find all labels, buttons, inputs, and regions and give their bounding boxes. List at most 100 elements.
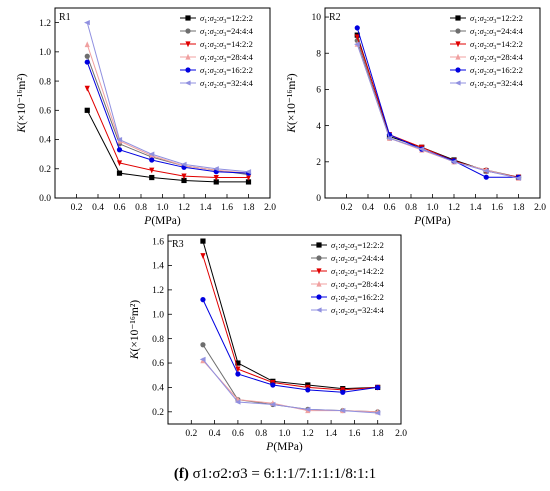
legend-marker (316, 280, 322, 287)
y-tick-label: 0.6 (152, 359, 164, 369)
y-tick-label: 10 (312, 13, 322, 23)
data-point (149, 157, 155, 163)
legend-label: σ1:σ2:σ3=14:2:2 (200, 39, 253, 51)
x-tick-label: 2.0 (264, 203, 276, 213)
legend: σ1:σ2:σ3=12:2:2σ1:σ2:σ3=24:4:4σ1:σ2:σ3=1… (450, 13, 524, 90)
legend-label: σ1:σ2:σ3=16:2:2 (331, 292, 384, 304)
data-point (354, 34, 360, 41)
y-tick-label: 1.2 (39, 19, 51, 29)
chart-panel-r1: 0.2 0.4 0.6 0.8 1.0 1.2 1.4 1.6 1.8 2.0 0.0 0.2 0.4 0… (16, 7, 276, 227)
y-tick-label: 0.0 (39, 194, 51, 204)
data-point (116, 160, 123, 167)
data-point (375, 384, 381, 391)
x-tick-label: 0.8 (255, 429, 267, 439)
series-line (202, 240, 378, 390)
data-point (304, 406, 311, 412)
legend-marker (455, 28, 461, 34)
data-point (148, 151, 155, 157)
y-tick-label: 0.8 (39, 77, 51, 87)
x-tick-label: 2.0 (395, 429, 407, 439)
legend-label: σ1:σ2:σ3=28:4:4 (470, 52, 524, 64)
legend-marker (316, 268, 322, 275)
data-point (269, 401, 276, 408)
y-tick-label: 1.0 (152, 310, 164, 320)
data-point (200, 238, 206, 244)
data-point (84, 53, 90, 59)
data-point (515, 175, 522, 181)
chart-panel-r3: 0.2 0.4 0.6 0.8 1.0 1.2 1.4 1.6 1.8 2.0 0.2 0.4 0.6 0… (129, 234, 407, 453)
series-6 (84, 20, 252, 175)
x-tick-label: 1.6 (221, 203, 233, 213)
data-point (245, 169, 252, 175)
series-3 (84, 85, 252, 181)
legend-label: σ1:σ2:σ3=16:2:2 (200, 65, 253, 77)
data-point (180, 161, 187, 167)
legend-label: σ1:σ2:σ3=12:2:2 (331, 240, 384, 252)
legend: σ1:σ2:σ3=12:2:2σ1:σ2:σ3=24:4:4σ1:σ2:σ3=1… (311, 240, 385, 317)
series-line (202, 299, 378, 393)
data-point (199, 356, 206, 362)
x-tick-label: 0.2 (71, 203, 83, 213)
series-line (86, 44, 249, 174)
caption-text: σ1:σ2:σ3 = 6:1:1/7:1:1:1/8:1:1 (192, 466, 377, 482)
series-2 (200, 342, 381, 415)
legend-marker (455, 67, 461, 73)
legend-marker (185, 15, 191, 21)
x-tick-label: 1.4 (200, 203, 212, 213)
data-point (339, 407, 346, 414)
chart-panel-r2: 0.2 0.4 0.6 0.8 1.0 1.2 1.4 1.6 1.8 2.0 0 2 4 6 8 10 P(M… (286, 7, 546, 227)
y-tick-label: 6 (316, 86, 321, 96)
panel-label: R3 (172, 239, 184, 250)
x-tick-label: 1.2 (178, 203, 190, 213)
panel-label: R2 (329, 12, 341, 23)
data-point (305, 387, 311, 393)
data-point (245, 174, 252, 181)
data-point (354, 41, 360, 47)
panel-label: R1 (59, 12, 71, 23)
y-tick-label: 0.8 (152, 335, 164, 345)
series-5 (200, 297, 381, 395)
x-tick-label: 0.6 (232, 429, 244, 439)
legend-label: σ1:σ2:σ3=12:2:2 (470, 13, 523, 25)
legend-marker (316, 242, 322, 248)
data-point (235, 360, 241, 366)
y-tick-label: 0.2 (152, 408, 164, 418)
legend-marker (316, 294, 322, 300)
x-tick-label: 1.0 (427, 203, 439, 213)
y-axis-label: K(×10⁻¹⁶m²) (16, 73, 28, 133)
y-tick-label: 0.2 (39, 165, 51, 175)
x-axis-label: P(MPa) (413, 215, 451, 227)
legend-label: σ1:σ2:σ3=12:2:2 (200, 13, 253, 25)
series-6 (354, 41, 522, 181)
y-tick-label: 0.4 (152, 384, 164, 394)
legend-marker (316, 255, 322, 261)
legend-label: σ1:σ2:σ3=24:4:4 (470, 26, 524, 38)
y-tick-label: 1.6 (152, 237, 164, 247)
data-point (386, 135, 393, 141)
series-1 (84, 107, 252, 185)
x-tick-label: 1.2 (448, 203, 460, 213)
data-point (450, 159, 457, 165)
x-tick-label: 0.8 (405, 203, 417, 213)
x-tick-label: 1.8 (513, 203, 525, 213)
x-tick-label: 1.4 (470, 203, 482, 213)
legend-label: σ1:σ2:σ3=24:4:4 (200, 26, 254, 38)
y-tick-label: 8 (316, 49, 321, 59)
legend-label: σ1:σ2:σ3=32:4:4 (331, 305, 385, 317)
data-point (200, 253, 206, 259)
data-point (418, 146, 425, 152)
legend-marker (315, 307, 322, 313)
series-5 (84, 59, 252, 176)
legend-label: σ1:σ2:σ3=32:4:4 (470, 78, 524, 90)
data-point (270, 382, 276, 388)
legend: σ1:σ2:σ3=12:2:2σ1:σ2:σ3=24:4:4σ1:σ2:σ3=1… (180, 13, 254, 90)
data-point (84, 107, 90, 113)
data-point (84, 59, 90, 65)
legend-marker (185, 28, 191, 34)
series-line (86, 88, 249, 179)
plot-frame (167, 234, 402, 425)
data-point (213, 166, 219, 172)
y-tick-label: 2 (316, 158, 321, 168)
x-tick-label: 1.6 (348, 429, 360, 439)
data-point (149, 174, 155, 181)
